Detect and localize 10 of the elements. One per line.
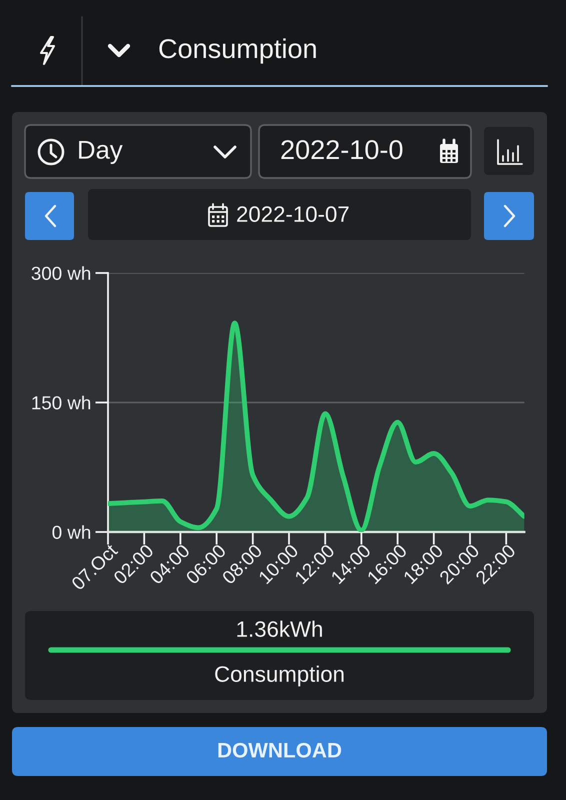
text: 2022-10-07 [237, 206, 349, 222]
y-tick-label: 0 wh [52, 525, 90, 539]
text: 2022-10-0 [281, 140, 402, 160]
text: Consumption [215, 666, 344, 686]
y-tick-label: 300 wh [32, 266, 90, 280]
text: DOWNLOAD [218, 742, 342, 758]
y-tick-label: 150 wh [32, 396, 90, 410]
chart-title: Consumption [159, 38, 316, 64]
text: 1.36kWh [237, 620, 322, 637]
text: Day [79, 140, 123, 164]
